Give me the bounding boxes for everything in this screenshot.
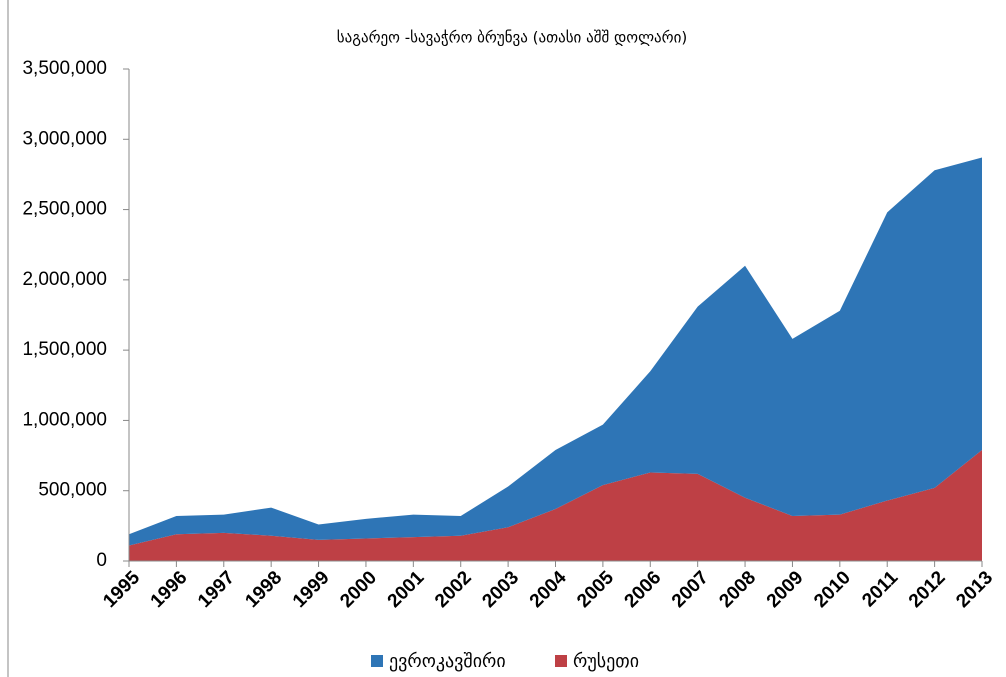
x-tick-label: 2012 bbox=[905, 567, 950, 612]
y-tick-label: 3,500,000 bbox=[22, 58, 107, 79]
legend-swatch bbox=[371, 655, 383, 667]
area bbox=[129, 449, 982, 561]
x-tick-label: 2001 bbox=[384, 567, 429, 612]
legend-label: ევროკავშირი bbox=[389, 651, 506, 672]
x-tick-label: 2000 bbox=[336, 567, 381, 612]
x-tick-label: 1998 bbox=[242, 567, 287, 612]
y-tick-label: 3,000,000 bbox=[22, 128, 107, 149]
legend-label: რუსეთი bbox=[573, 651, 639, 672]
y-tick-label: 0 bbox=[96, 550, 107, 571]
x-tick-label: 1997 bbox=[194, 567, 239, 612]
x-tick-label: 2010 bbox=[810, 567, 855, 612]
y-tick-label: 1,000,000 bbox=[22, 409, 107, 430]
area bbox=[129, 157, 982, 546]
y-tick-label: 500,000 bbox=[38, 480, 107, 501]
x-tick-label: 1995 bbox=[99, 567, 144, 612]
x-tick-label: 2006 bbox=[621, 567, 666, 612]
x-tick-label: 2009 bbox=[763, 567, 808, 612]
x-tick-label: 2004 bbox=[526, 567, 571, 612]
y-tick-label: 2,000,000 bbox=[22, 269, 107, 290]
y-tick-label: 1,500,000 bbox=[22, 339, 107, 360]
y-tick-label: 2,500,000 bbox=[22, 199, 107, 220]
x-tick-label: 2008 bbox=[715, 567, 760, 612]
x-tick-label: 1996 bbox=[147, 567, 192, 612]
x-tick-label: 1999 bbox=[289, 567, 334, 612]
x-tick-label: 2007 bbox=[668, 567, 713, 612]
x-tick-label: 2005 bbox=[573, 567, 618, 612]
legend-swatch bbox=[555, 655, 567, 667]
x-tick-label: 2011 bbox=[858, 567, 902, 611]
x-tick-label: 2003 bbox=[478, 567, 523, 612]
x-tick-label: 2002 bbox=[431, 567, 476, 612]
chart-title: საგარეო -სავაჭრო ბრუნვა (ათასი აშშ დოლარ… bbox=[337, 29, 687, 47]
x-tick-label: 2013 bbox=[952, 567, 997, 612]
